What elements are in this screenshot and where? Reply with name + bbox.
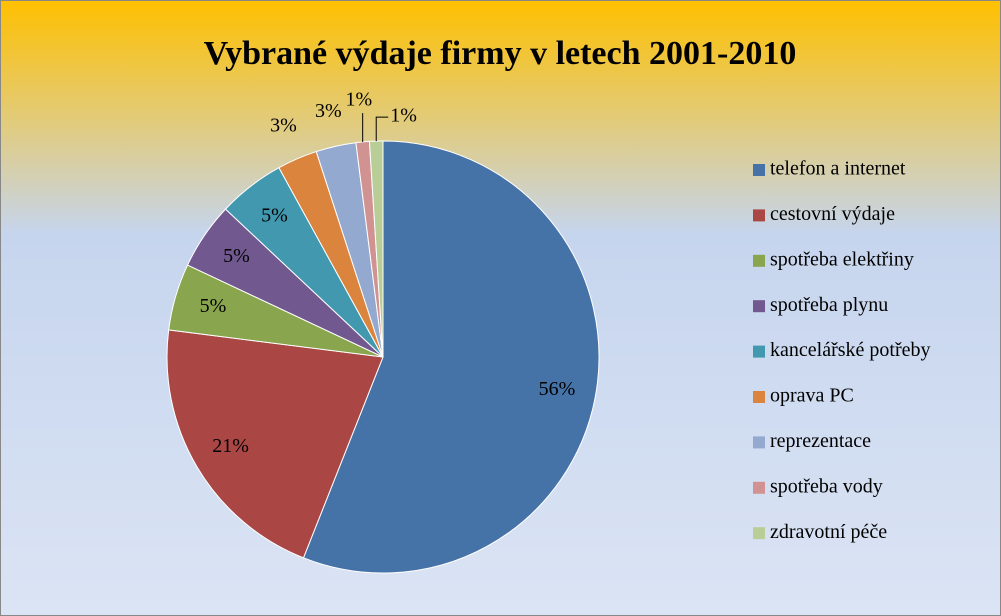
data-label: 3% bbox=[270, 115, 297, 137]
legend-label: spotřeba elektřiny bbox=[770, 248, 914, 270]
leader-line bbox=[375, 116, 389, 142]
legend-label: telefon a internet bbox=[770, 158, 906, 180]
legend-swatch bbox=[753, 164, 765, 176]
legend-swatch bbox=[753, 436, 765, 449]
legend-swatch bbox=[753, 391, 765, 403]
legend-label: cestovní výdaje bbox=[770, 203, 895, 225]
legend-swatch bbox=[753, 300, 765, 313]
data-label: 1% bbox=[345, 89, 372, 111]
legend-label: kancelářské potřeby bbox=[770, 339, 930, 361]
legend-label: zdravotní péče bbox=[770, 521, 887, 543]
data-label: 21% bbox=[212, 435, 249, 457]
legend-label: reprezentace bbox=[770, 430, 871, 452]
data-label: 3% bbox=[315, 100, 342, 122]
data-label: 1% bbox=[390, 105, 417, 127]
legend-swatch bbox=[753, 345, 765, 358]
legend-swatch bbox=[753, 527, 765, 540]
legend-label: oprava PC bbox=[770, 385, 854, 407]
chart-title: Vybrané výdaje firmy v letech 2001-2010 bbox=[204, 35, 797, 72]
data-label: 5% bbox=[200, 295, 227, 317]
legend-label: spotřeba vody bbox=[770, 475, 883, 497]
pie-slice bbox=[302, 140, 600, 574]
legend-label: spotřeba plynu bbox=[770, 294, 888, 316]
legend-swatch bbox=[753, 254, 765, 267]
data-label: 56% bbox=[539, 378, 576, 400]
data-label: 5% bbox=[261, 205, 288, 227]
data-label: 5% bbox=[223, 245, 250, 267]
legend-swatch bbox=[753, 209, 765, 222]
pie-slice bbox=[166, 329, 384, 559]
legend-swatch bbox=[753, 481, 765, 494]
